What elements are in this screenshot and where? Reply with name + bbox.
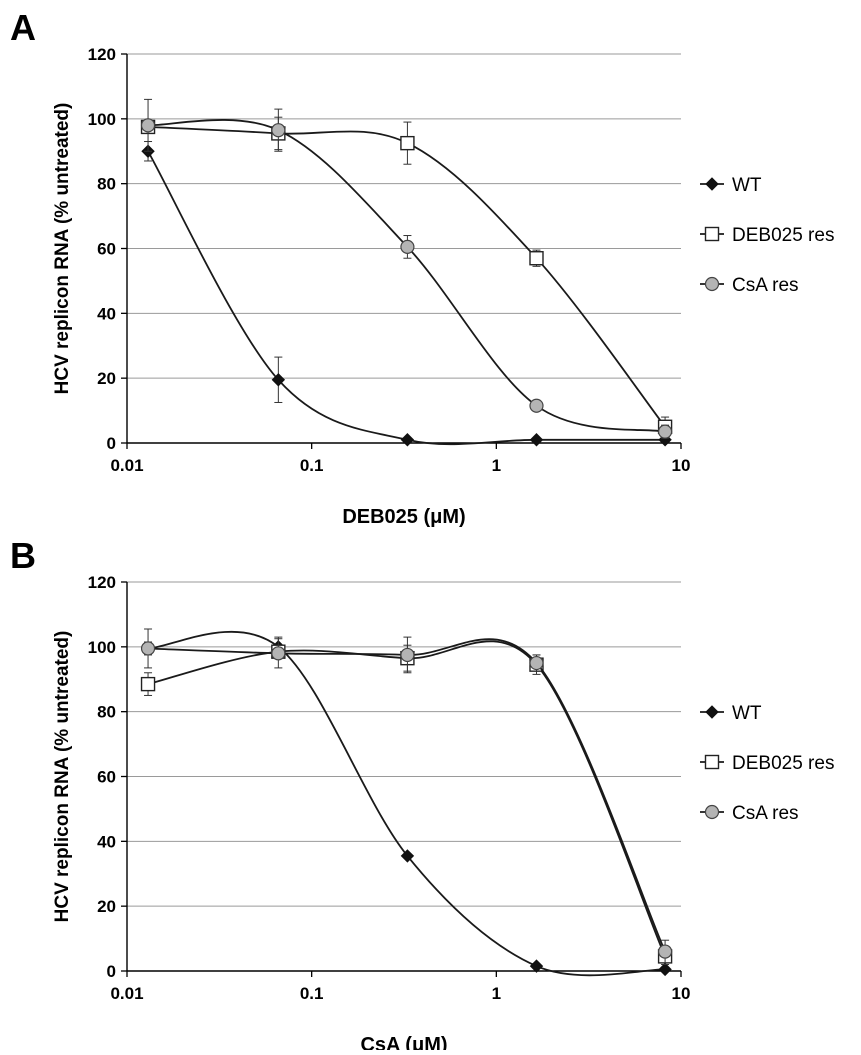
- data-point: [140, 676, 156, 692]
- legend: WT DEB025 res CsA res: [700, 175, 834, 296]
- data-point: [529, 398, 544, 413]
- data-point: [140, 641, 156, 656]
- y-tick-label: 60: [97, 768, 116, 787]
- legend-marker: [704, 226, 720, 242]
- y-tick-label: 0: [107, 962, 116, 981]
- data-point: [529, 433, 544, 447]
- x-tick-label: 0.01: [110, 984, 143, 1003]
- x-axis-label: CsA (μM): [360, 1034, 447, 1050]
- data-point: [140, 118, 156, 133]
- series-wt: [141, 630, 672, 977]
- legend: WT DEB025 res CsA res: [700, 703, 834, 824]
- legend-label: DEB025 res: [732, 225, 834, 246]
- series-deb025-res: [140, 116, 673, 438]
- y-tick-label: 60: [97, 240, 116, 259]
- y-tick-label: 20: [97, 897, 116, 916]
- legend-label: CsA res: [732, 275, 799, 296]
- x-tick-label: 0.1: [300, 456, 324, 475]
- y-tick-label: 40: [97, 832, 116, 851]
- data-point: [271, 123, 286, 138]
- chart-panel-a: A 0 20 40 60 80 100 120 0.01 0.1 1 10 DEB025 (μM) HCV…: [10, 7, 834, 528]
- y-tick-label: 80: [97, 175, 116, 194]
- x-tick-label: 0.01: [110, 456, 143, 475]
- y-tick-label: 0: [107, 434, 116, 453]
- x-tick-label: 10: [672, 984, 691, 1003]
- data-point: [658, 962, 672, 977]
- data-point: [529, 959, 544, 973]
- series-line: [147, 119, 666, 433]
- series-line: [147, 630, 666, 977]
- series-wt: [141, 141, 672, 447]
- y-tick-label: 80: [97, 703, 116, 722]
- legend-marker: [705, 177, 719, 191]
- legend-marker: [704, 276, 720, 292]
- data-point: [400, 135, 415, 151]
- legend-marker: [704, 754, 720, 770]
- series-deb025-res: [140, 640, 673, 966]
- panel-label: B: [10, 535, 36, 576]
- legend-label: WT: [732, 175, 762, 196]
- data-point: [400, 647, 415, 663]
- legend-label: WT: [732, 703, 762, 724]
- panel-label: A: [10, 7, 36, 48]
- x-axis-label: DEB025 (μM): [342, 506, 465, 528]
- y-tick-label: 40: [97, 304, 116, 323]
- series-line: [147, 126, 666, 428]
- series-line: [147, 638, 666, 952]
- y-axis-label: HCV replicon RNA (% untreated): [52, 631, 73, 923]
- series-line: [147, 640, 666, 957]
- y-tick-label: 120: [88, 45, 116, 64]
- chart-panel-b: B 0 20 40 60 80 100 120 0.01 0.1 1 10 CsA (μM) HCV re…: [10, 535, 834, 1055]
- x-tick-label: 0.1: [300, 984, 324, 1003]
- legend-marker: [705, 705, 719, 719]
- data-point: [400, 849, 415, 863]
- data-point: [657, 944, 673, 959]
- series-csa-res: [140, 628, 673, 964]
- data-point: [657, 424, 673, 439]
- x-tick-label: 1: [492, 456, 501, 475]
- y-axis-label: HCV replicon RNA (% untreated): [52, 103, 73, 395]
- data-point: [400, 433, 415, 447]
- data-point: [271, 646, 286, 661]
- series-line: [147, 150, 666, 446]
- series-csa-res: [140, 98, 673, 439]
- data-point: [529, 251, 544, 266]
- legend-marker: [704, 804, 720, 820]
- legend-label: DEB025 res: [732, 753, 834, 774]
- x-tick-label: 10: [672, 456, 691, 475]
- legend-label: CsA res: [732, 803, 799, 824]
- y-tick-label: 100: [88, 638, 116, 657]
- x-tick-label: 1: [492, 984, 501, 1003]
- data-point: [529, 655, 544, 671]
- y-tick-label: 100: [88, 110, 116, 129]
- y-tick-label: 20: [97, 369, 116, 388]
- data-point: [400, 239, 415, 254]
- data-point: [271, 373, 286, 387]
- y-tick-label: 120: [88, 573, 116, 592]
